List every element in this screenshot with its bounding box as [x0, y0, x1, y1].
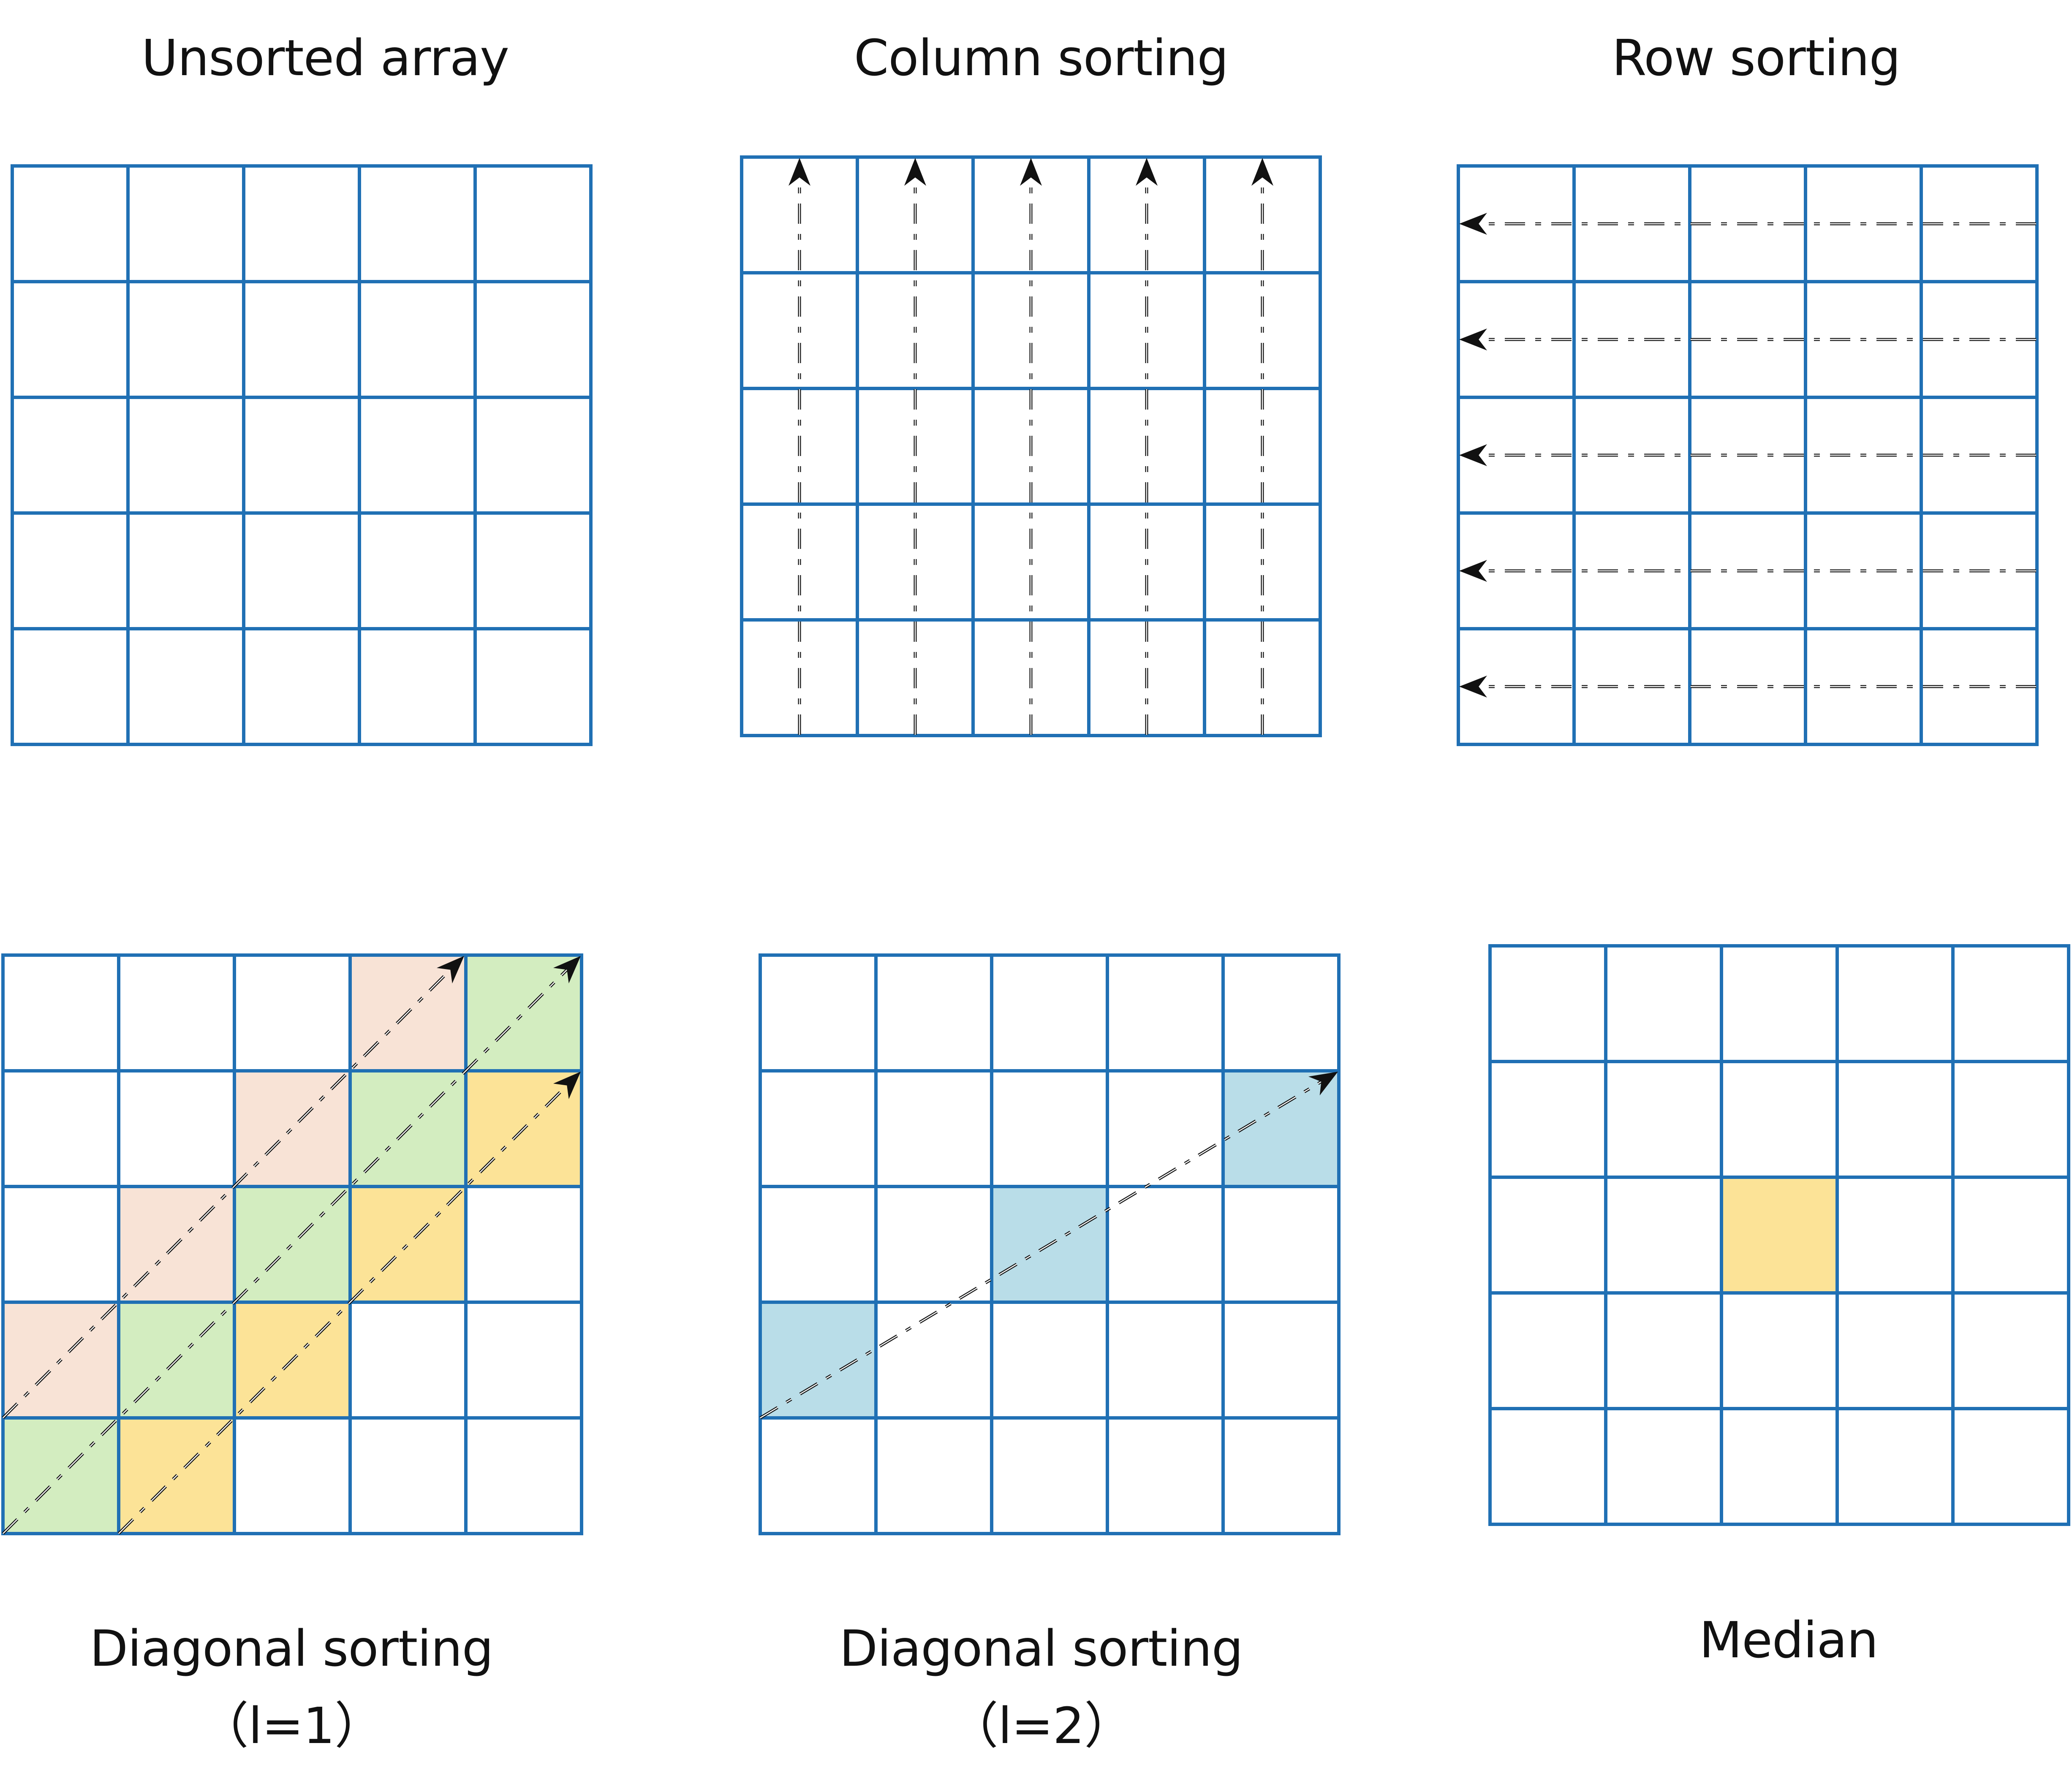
- highlighted-cell: [760, 1302, 876, 1418]
- title-unsorted-array: Unsorted array: [141, 29, 509, 87]
- column-sorting-grid: [740, 155, 1322, 737]
- sort-direction-arrow-inner: [118, 1085, 567, 1534]
- arrow-head: [904, 158, 926, 186]
- arrow-head: [1308, 1072, 1338, 1096]
- arrow-head: [1459, 329, 1487, 350]
- subtitle-diagonal-sorting-l2: （l=2）: [949, 1697, 1134, 1755]
- subtitle-diagonal-sorting-l1: （l=1）: [199, 1697, 384, 1755]
- unsorted-array-grid: [11, 164, 593, 746]
- highlighted-cell: [1721, 1177, 1837, 1293]
- arrow-head: [1459, 560, 1487, 582]
- highlighted-cell: [234, 1187, 350, 1302]
- highlighted-cell: [350, 1187, 466, 1302]
- title-column-sorting: Column sorting: [854, 29, 1228, 87]
- title-row-sorting: Row sorting: [1612, 29, 1901, 87]
- arrow-head: [1020, 158, 1042, 186]
- title-diagonal-sorting-l1: Diagonal sorting: [90, 1619, 493, 1678]
- title-median: Median: [1699, 1611, 1878, 1669]
- arrow-head: [1459, 444, 1487, 466]
- arrow-head: [1459, 676, 1487, 698]
- row-sorting-grid: [1457, 164, 2039, 746]
- diagonal-sorting-l1-grid: [1, 953, 583, 1535]
- arrow-head: [553, 1072, 581, 1100]
- title-diagonal-sorting-l2: Diagonal sorting: [839, 1619, 1243, 1678]
- arrow-head: [1136, 158, 1158, 186]
- arrow-head: [789, 158, 810, 186]
- arrow-head: [436, 956, 464, 984]
- highlighted-cell: [234, 1071, 350, 1187]
- sort-direction-arrow-inner: [3, 969, 451, 1418]
- arrow-head: [1251, 158, 1273, 186]
- diagonal-sorting-l2-grid: [759, 953, 1341, 1535]
- sort-direction-arrow-inner: [760, 1081, 1321, 1419]
- arrow-head: [1459, 213, 1487, 235]
- median-grid: [1488, 944, 2070, 1526]
- arrow-head: [553, 956, 581, 984]
- sort-direction-arrow-inner: [3, 969, 567, 1534]
